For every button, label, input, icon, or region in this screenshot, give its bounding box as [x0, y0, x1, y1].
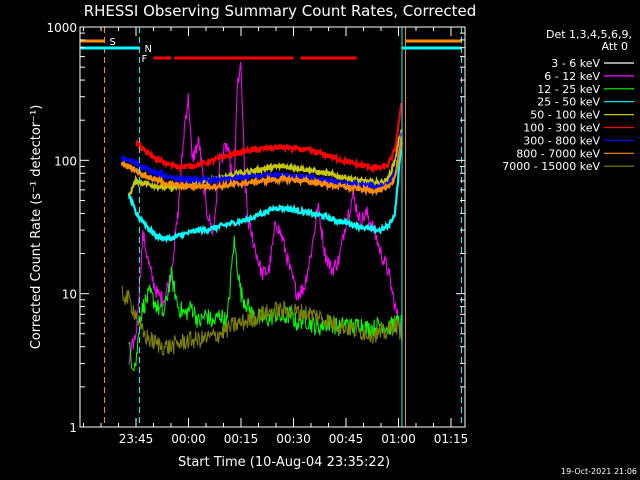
legend-label-5: 50 - 100 keV — [530, 109, 600, 122]
x-tick-label-1: 23:45 — [119, 432, 154, 446]
legend-label-2: 6 - 12 keV — [544, 70, 600, 83]
x-axis-label: Start Time (10-Aug-04 23:35:22) — [178, 455, 390, 470]
legend-label-8: 800 - 7000 keV — [516, 147, 600, 160]
legend-label-7: 300 - 800 keV — [523, 134, 600, 147]
series-line-8 — [120, 136, 403, 197]
plot-frame — [79, 26, 466, 428]
legend-header-line-2: Att 0 — [602, 40, 628, 53]
x-tick-label-2: 00:00 — [171, 432, 206, 446]
x-tick-label-5: 00:45 — [329, 432, 364, 446]
series-line-9 — [121, 285, 403, 356]
plot-area: S NF 1 10 100 1000 23:45 00:00 00:15 00:30 00:45 01… — [46, 21, 468, 446]
flag-label-n: N — [145, 44, 152, 55]
y-axis-label: Corrected Count Rate (s⁻¹ detector⁻¹) — [29, 105, 44, 350]
x-tick-label-7: 01:15 — [434, 432, 469, 446]
y-tick-label-1: 1 — [69, 421, 77, 435]
footer-date: 19-Oct-2021 21:06 — [561, 467, 637, 476]
y-tick-label-2: 10 — [62, 288, 77, 302]
flag-label-s: S — [110, 37, 116, 48]
y-tick-label-3: 100 — [54, 154, 77, 168]
x-tick-label-3: 00:15 — [224, 432, 259, 446]
legend-header-line-1: Det 1,3,4,5,6,9, — [546, 28, 632, 41]
x-tick-label-6: 01:00 — [381, 432, 416, 446]
series-line-4 — [127, 141, 403, 244]
series-line-7 — [120, 132, 403, 192]
chart-title: RHESSI Observing Summary Count Rates, Co… — [84, 2, 477, 20]
series-line-6 — [135, 102, 403, 174]
series-line-2 — [128, 62, 403, 366]
legend-label-9: 7000 - 15000 keV — [502, 160, 600, 173]
legend-label-6: 100 - 300 keV — [523, 122, 600, 135]
legend-label-4: 25 - 50 keV — [537, 96, 600, 109]
x-tick-label-4: 00:30 — [276, 432, 311, 446]
y-tick-label-4: 1000 — [46, 21, 77, 35]
flag-label-f: F — [142, 54, 148, 65]
legend-label-1: 3 - 6 keV — [551, 57, 600, 70]
legend-label-3: 12 - 25 keV — [537, 83, 600, 96]
